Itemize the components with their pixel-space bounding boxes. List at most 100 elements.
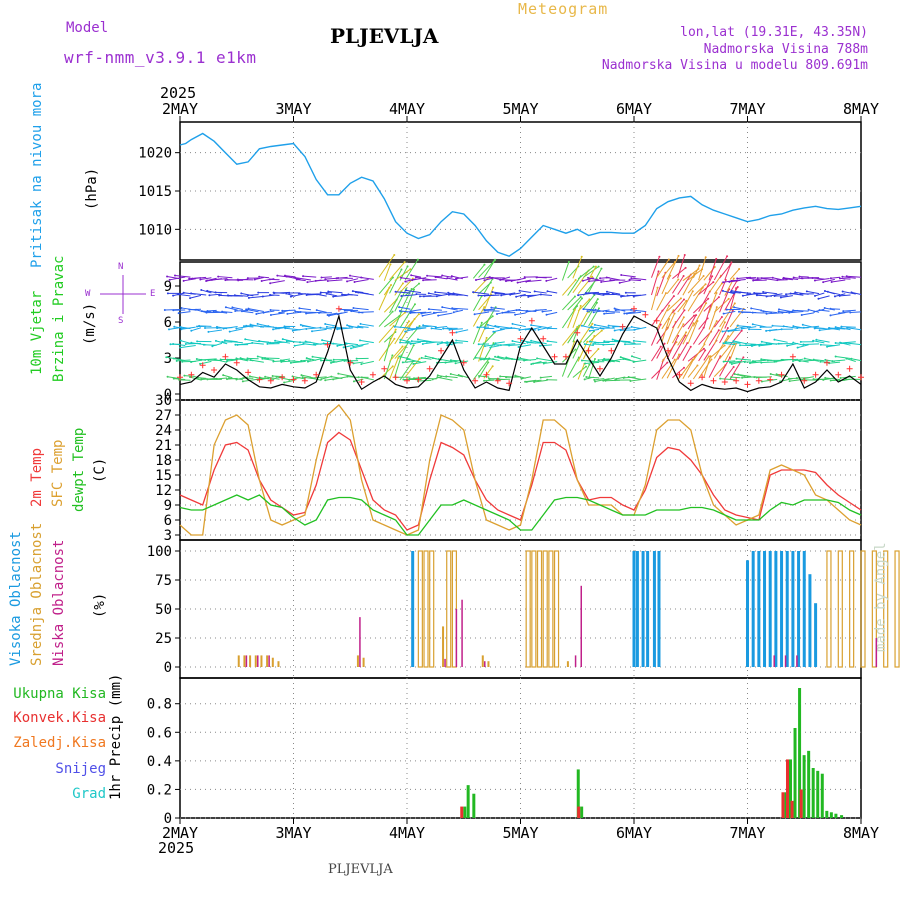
wind-vector-head (668, 317, 671, 320)
wind-gust-marker (313, 371, 320, 378)
wind-vector-head (264, 357, 267, 360)
wind-vector-head (228, 330, 231, 333)
temp-tick-label: 15 (155, 468, 172, 484)
wind-vector-head (728, 345, 731, 348)
wind-vector-head (404, 330, 407, 333)
wind-vector-head (499, 328, 502, 331)
wind-vector-head (545, 313, 548, 316)
wind-vector-head (539, 344, 542, 347)
wind-vector-head (400, 276, 403, 279)
wind-vector (404, 283, 420, 296)
wind-vector-head (592, 311, 595, 314)
wind-vector (582, 294, 595, 310)
wind-vector (312, 356, 327, 360)
cloud-high-bar (657, 551, 661, 667)
wind-vector-head (611, 338, 614, 341)
wind-vector (212, 342, 223, 347)
wind-vector-head (517, 346, 520, 349)
wind-vector-head (418, 325, 421, 328)
wind-vector-head (398, 310, 401, 313)
wind-vector-head (447, 291, 450, 294)
wind-vector (572, 298, 583, 311)
precip-total-bar (811, 768, 815, 818)
wind-vector (174, 275, 191, 278)
wind-gust-marker (222, 353, 229, 360)
wind-vector (338, 373, 353, 377)
wind-vector (226, 359, 238, 362)
cloud-high-bar (797, 551, 801, 667)
wind-vector-head (173, 325, 176, 328)
wind-vector-head (511, 322, 514, 325)
wind-vector-head (319, 291, 322, 294)
wind-vector-head (427, 292, 430, 295)
wind-gust-marker (755, 377, 762, 384)
wind-vector-head (247, 296, 250, 299)
wind-vector-head (422, 279, 425, 282)
wind-vector-head (168, 328, 171, 331)
wind-vector (783, 278, 793, 281)
wind-gust-marker (233, 359, 240, 366)
wind-vector (793, 342, 804, 346)
wind-vector-head (504, 280, 507, 283)
wind-vector (435, 291, 448, 294)
wind-vector-head (677, 334, 680, 337)
wind-vector-head (760, 361, 763, 364)
wind-vector-head (593, 357, 596, 360)
wind-vector (772, 277, 783, 281)
wind-vector (577, 299, 590, 312)
wind-vector-head (588, 298, 591, 301)
wind-vector-head (677, 278, 680, 281)
credit-text: made by Angel (873, 542, 889, 652)
wind-vector-head (593, 378, 596, 381)
wind-vector (737, 373, 752, 378)
wind-vector-head (760, 358, 763, 361)
wind-vector-head (357, 291, 360, 294)
coords-text: lon,lat (19.31E, 43.35N) (680, 25, 868, 40)
wind-vector-head (452, 292, 455, 295)
wind-vector (399, 306, 411, 310)
wind-vector-head (630, 355, 633, 358)
precip-total-bar (463, 806, 467, 818)
temp-tick-label: 3 (164, 528, 172, 544)
wind-vector (294, 277, 312, 281)
wind-vector-head (785, 293, 788, 296)
wind-vector-head (525, 380, 528, 383)
wind-vector (250, 359, 264, 363)
wind-vector-head (684, 266, 687, 269)
wind-vector-head (798, 360, 801, 363)
wind-vector-head (533, 290, 536, 293)
wind-vector (442, 306, 458, 311)
wind-vector (316, 309, 327, 313)
wind-vector (567, 296, 582, 311)
wind-vector-head (424, 355, 427, 358)
top-tick-label: 7MAY (729, 100, 765, 118)
cloud-high-bar (791, 551, 795, 667)
wind-vector (174, 326, 186, 330)
wind-vector-head (524, 328, 527, 331)
wind-vector-head (829, 314, 832, 317)
wind-vector-head (427, 308, 430, 311)
wind-vector (491, 307, 505, 310)
wind-vector (567, 357, 580, 378)
wind-vector (526, 379, 542, 383)
wind-vector (399, 341, 409, 360)
cloud-high-bar (785, 551, 789, 667)
wind-vector-head (302, 275, 305, 278)
wind-vector-field (163, 253, 862, 384)
wind-vector-head (360, 376, 363, 379)
cloud-high-bar (646, 551, 650, 667)
wind-vector-head (766, 359, 769, 362)
wind-vector-head (695, 314, 698, 317)
wind-vector-head (815, 338, 818, 341)
wind-vector-head (297, 292, 300, 295)
wind-vector-head (245, 308, 248, 311)
cloud-high-bar (814, 603, 818, 667)
wind-vector-head (404, 289, 407, 292)
wind-vector (337, 327, 353, 330)
cloud-low-bar (359, 617, 361, 667)
cloud-low-bar (796, 655, 798, 667)
wind-vector (415, 276, 432, 281)
cloud-mid-bar (260, 655, 263, 667)
wind-vector-head (760, 277, 763, 280)
wind-vector-head (449, 359, 452, 362)
